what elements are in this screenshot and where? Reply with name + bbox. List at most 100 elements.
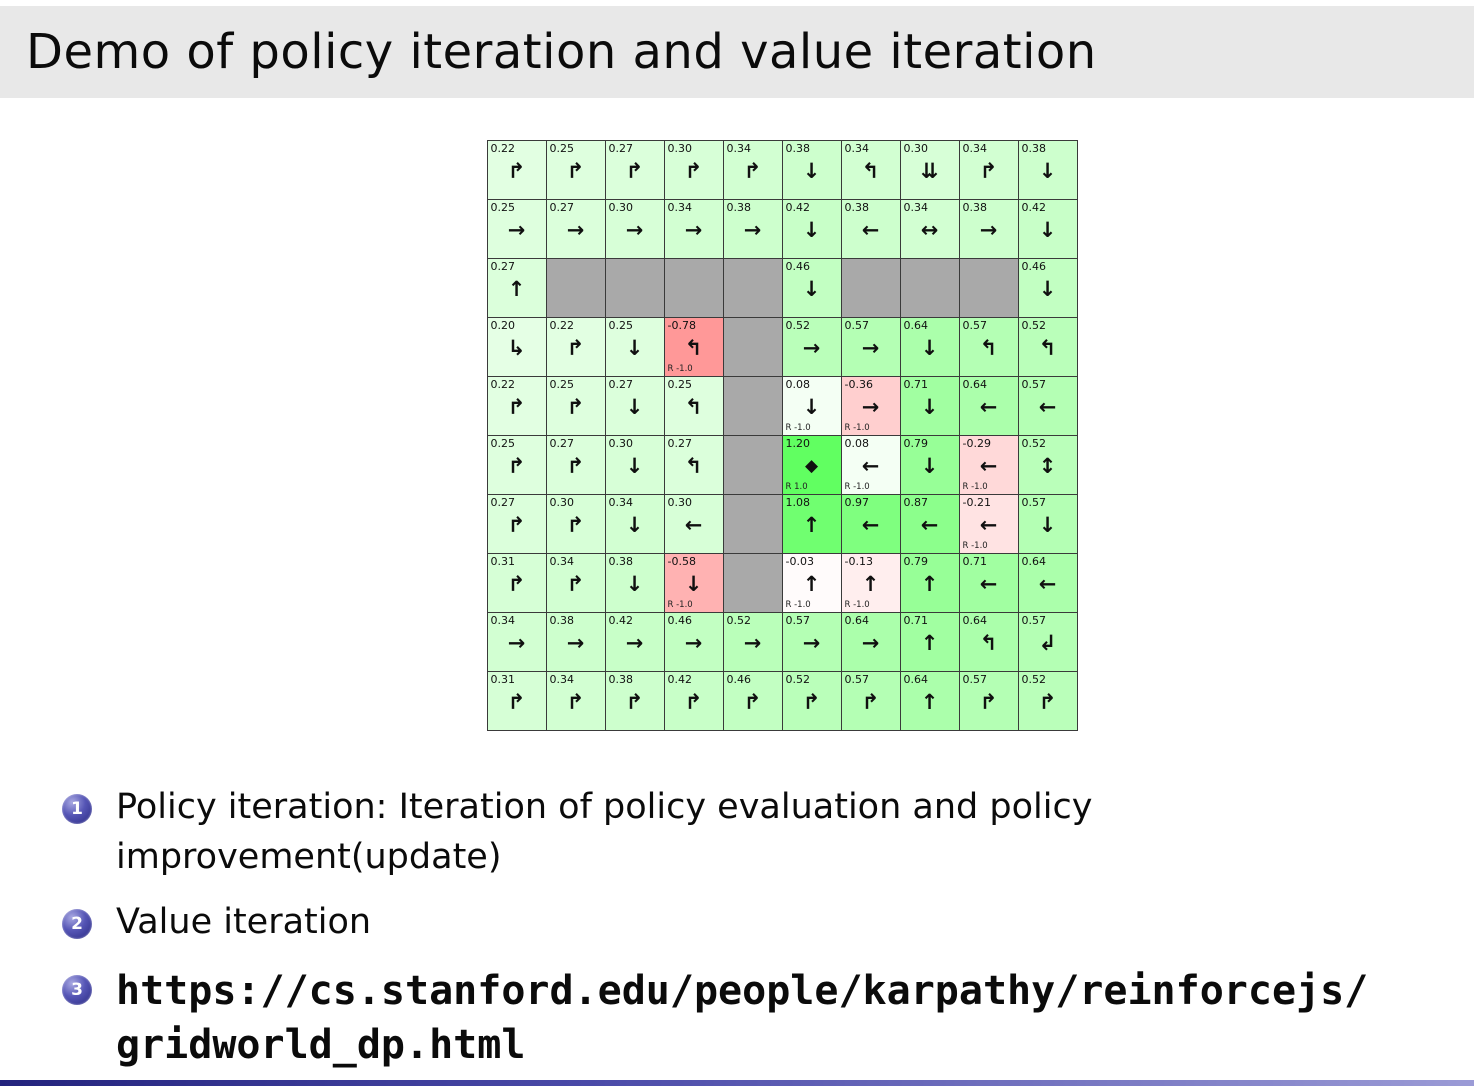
grid-cell: 0.57 →: [782, 613, 841, 671]
policy-arrow-icon: ↰: [684, 336, 703, 361]
policy-arrow-icon: ↓: [1038, 277, 1057, 302]
grid-cell: 0.57 ↰: [959, 318, 1018, 376]
grid-cell: 0.22 ↱: [487, 377, 546, 435]
grid-cell: 0.42 ↓: [1018, 200, 1077, 258]
grid-wall-cell: [841, 259, 900, 317]
policy-arrow-icon: ↓: [802, 218, 821, 243]
policy-arrow-icon: ↱: [507, 454, 526, 479]
cell-value: 0.25: [667, 378, 693, 391]
grid-wall-cell: [723, 495, 782, 553]
policy-arrow-icon: ↰: [861, 159, 880, 184]
cell-value: 0.71: [903, 614, 929, 627]
grid-cell: 0.42 ↱: [664, 672, 723, 730]
cell-value: 0.34: [549, 555, 575, 568]
cell-value: -0.58: [667, 555, 696, 568]
cell-value: 0.08: [785, 378, 811, 391]
grid-cell: 0.27 ↰: [664, 436, 723, 494]
grid-cell: 0.38 →: [546, 613, 605, 671]
policy-arrow-icon: ↑: [920, 631, 939, 656]
cell-reward-label: R 1.0: [785, 482, 808, 492]
cell-value: -0.21: [962, 496, 991, 509]
policy-arrow-icon: →: [802, 336, 821, 361]
cell-reward-label: R -1.0: [962, 482, 988, 492]
cell-value: 0.34: [726, 142, 752, 155]
policy-arrow-icon: ↑: [920, 690, 939, 715]
grid-cell: 0.27 ↓: [605, 377, 664, 435]
cell-value: 0.42: [1021, 201, 1047, 214]
grid-cell: 0.52 ↕: [1018, 436, 1077, 494]
grid-cell: 0.52 ↱: [1018, 672, 1077, 730]
grid-cell: 0.46 ↓: [782, 259, 841, 317]
grid-cell: 0.46 ↓: [1018, 259, 1077, 317]
policy-arrow-icon: ↓: [802, 277, 821, 302]
cell-value: 0.64: [903, 319, 929, 332]
grid-cell: 0.52 ↰: [1018, 318, 1077, 376]
grid-wall-cell: [723, 436, 782, 494]
policy-arrow-icon: ↕: [1038, 454, 1057, 479]
grid-cell: -0.13 ↑ R -1.0: [841, 554, 900, 612]
policy-arrow-icon: ↱: [625, 690, 644, 715]
policy-arrow-icon: ↱: [625, 159, 644, 184]
grid-cell: 0.57 →: [841, 318, 900, 376]
policy-arrow-icon: ↱: [743, 159, 762, 184]
policy-arrow-icon: →: [979, 218, 998, 243]
bullet-item: 3 https://cs.stanford.edu/people/karpathy…: [62, 964, 1474, 1072]
cell-value: 0.52: [785, 673, 811, 686]
cell-value: 0.57: [962, 673, 988, 686]
cell-value: 0.27: [667, 437, 693, 450]
bullet-link-text[interactable]: https://cs.stanford.edu/people/karpathy/…: [116, 964, 1368, 1072]
bullet-item: 2 Value iteration: [62, 898, 1474, 948]
cell-value: -0.29: [962, 437, 991, 450]
grid-cell: 0.64 ↑: [900, 672, 959, 730]
cell-value: 0.25: [608, 319, 634, 332]
policy-arrow-icon: ←: [1038, 395, 1057, 420]
policy-arrow-icon: ↲: [1038, 631, 1057, 656]
cell-value: 0.64: [1021, 555, 1047, 568]
policy-arrow-icon: ↓: [625, 395, 644, 420]
policy-arrow-icon: ←: [684, 513, 703, 538]
grid-cell: 0.27 →: [546, 200, 605, 258]
grid-cell: 0.22 ↱: [487, 141, 546, 199]
policy-arrow-icon: ↓: [625, 572, 644, 597]
policy-arrow-icon: ↱: [743, 690, 762, 715]
grid-cell: 0.34 ↓: [605, 495, 664, 553]
policy-arrow-icon: ←: [920, 513, 939, 538]
policy-arrow-icon: →: [566, 631, 585, 656]
cell-value: 0.46: [667, 614, 693, 627]
cell-value: 0.79: [903, 437, 929, 450]
cell-value: 0.22: [490, 378, 516, 391]
policy-arrow-icon: ←: [861, 218, 880, 243]
cell-value: 0.57: [844, 319, 870, 332]
cell-value: 0.42: [608, 614, 634, 627]
policy-arrow-icon: ←: [979, 513, 998, 538]
cell-value: 1.08: [785, 496, 811, 509]
policy-arrow-icon: ↱: [507, 513, 526, 538]
policy-arrow-icon: ↰: [684, 395, 703, 420]
policy-arrow-icon: ↱: [684, 159, 703, 184]
cell-value: 0.38: [1021, 142, 1047, 155]
enumerate-badge: 1: [62, 794, 92, 824]
grid-cell: 0.20 ↳: [487, 318, 546, 376]
cell-value: 0.30: [549, 496, 575, 509]
cell-value: 0.27: [608, 378, 634, 391]
grid-cell: 0.34 ↔: [900, 200, 959, 258]
cell-reward-label: R -1.0: [785, 423, 811, 433]
cell-value: 0.25: [490, 437, 516, 450]
policy-arrow-icon: ←: [979, 395, 998, 420]
policy-arrow-icon: ↱: [507, 690, 526, 715]
grid-cell: 0.08 ↓ R -1.0: [782, 377, 841, 435]
bullet-line: gridworld_dp.html: [116, 1022, 526, 1069]
grid-cell: 0.38 →: [723, 200, 782, 258]
grid-cell: -0.58 ↓ R -1.0: [664, 554, 723, 612]
cell-value: 0.57: [962, 319, 988, 332]
cell-value: 0.22: [490, 142, 516, 155]
grid-cell: 0.64 ↓: [900, 318, 959, 376]
policy-arrow-icon: ↓: [920, 454, 939, 479]
cell-value: 0.52: [1021, 319, 1047, 332]
bullet-text: Policy iteration: Iteration of policy ev…: [116, 783, 1092, 882]
cell-value: 0.34: [490, 614, 516, 627]
cell-value: 0.31: [490, 673, 516, 686]
grid-wall-cell: [959, 259, 1018, 317]
policy-arrow-icon: ↰: [684, 454, 703, 479]
policy-arrow-icon: →: [684, 631, 703, 656]
